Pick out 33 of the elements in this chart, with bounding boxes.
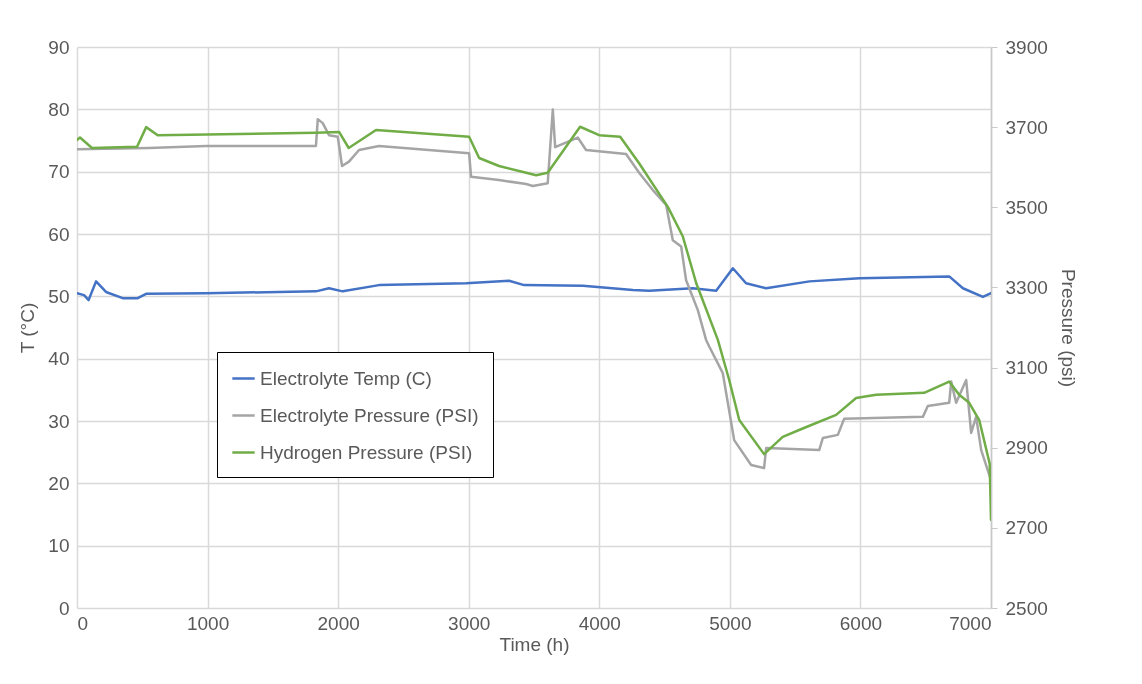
y2-tick-label: 2700 — [1005, 517, 1048, 539]
x-tick-label: 3000 — [448, 612, 491, 634]
y-axis-title: T (°C) — [17, 302, 39, 354]
y2-tick-label: 2900 — [1005, 437, 1048, 459]
x-tick-label: 0 — [77, 612, 89, 634]
y-tick-label: 30 — [48, 410, 70, 432]
x-tick-label: 7000 — [949, 612, 992, 634]
legend-label: Hydrogen Pressure (PSI) — [260, 441, 473, 463]
x-tick-label: 5000 — [709, 612, 752, 634]
y-tick-label: 0 — [58, 597, 70, 619]
y2-tick-label: 2500 — [1005, 597, 1048, 619]
y-tick-label: 70 — [48, 161, 70, 183]
y-tick-label: 40 — [48, 348, 70, 370]
legend-label: Electrolyte Pressure (PSI) — [260, 404, 479, 426]
y-tick-label: 50 — [48, 285, 70, 307]
x-tick-label: 1000 — [186, 612, 230, 634]
x-tick-label: 6000 — [839, 612, 883, 634]
y-tick-label: 90 — [48, 36, 70, 58]
y2-tick-label: 3300 — [1005, 276, 1048, 298]
x-tick-label: 2000 — [317, 612, 360, 634]
x-tick-label: 4000 — [578, 612, 621, 634]
y-tick-label: 10 — [48, 535, 70, 557]
legend-label: Electrolyte Temp (C) — [260, 367, 432, 389]
y-tick-label: 80 — [48, 98, 70, 120]
y2-tick-label: 3500 — [1005, 196, 1048, 218]
y-tick-label: 60 — [48, 223, 70, 245]
y-tick-label: 20 — [48, 472, 70, 494]
x-axis-title: Time (h) — [499, 633, 570, 655]
y2-axis-title: Pressure (psi) — [1057, 268, 1079, 388]
y2-tick-label: 3100 — [1005, 357, 1048, 379]
y2-tick-label: 3900 — [1005, 36, 1048, 58]
y2-tick-label: 3700 — [1005, 116, 1048, 138]
line-series — [77, 267, 991, 302]
